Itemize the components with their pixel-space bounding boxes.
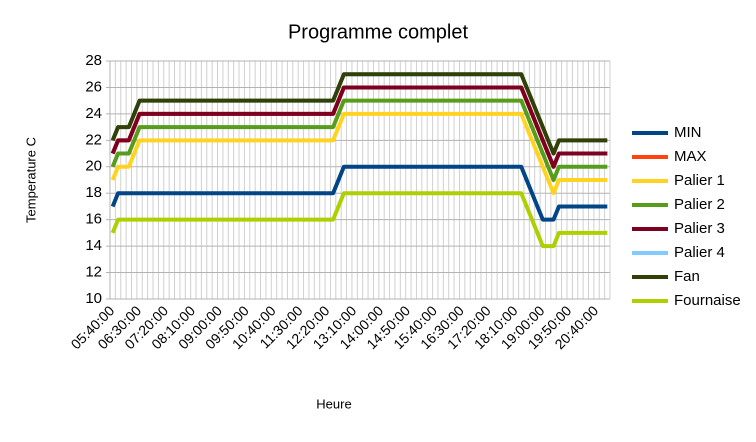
y-tick-label: 28 <box>85 52 102 69</box>
series-line <box>110 164 608 222</box>
legend-label: Palier 2 <box>674 196 725 213</box>
y-axis-label: Temperature C <box>23 137 38 223</box>
y-tick-label: 12 <box>85 264 102 281</box>
y-tick-label: 22 <box>85 131 102 148</box>
legend-label: MAX <box>674 148 707 165</box>
y-tick-label: 16 <box>85 211 102 228</box>
legend-label: MIN <box>674 124 702 141</box>
series-line <box>110 98 608 182</box>
legend-label: Fournaise <box>674 292 741 309</box>
y-tick-label: 24 <box>85 105 102 122</box>
x-axis-label: Heure <box>316 396 351 411</box>
y-tick-label: 18 <box>85 184 102 201</box>
legend-label: Fan <box>674 268 700 285</box>
y-tick-label: 26 <box>85 78 102 95</box>
chart-title: Programme complet <box>288 21 469 43</box>
series-line <box>110 72 608 156</box>
series-line <box>110 111 608 196</box>
legend-label: Palier 4 <box>674 244 725 261</box>
y-tick-label: 10 <box>85 290 102 307</box>
legend-label: Palier 1 <box>674 172 725 189</box>
series-line <box>110 85 608 169</box>
y-tick-label: 20 <box>85 158 102 175</box>
series-line <box>110 191 608 249</box>
y-tick-label: 14 <box>85 237 102 254</box>
legend-label: Palier 3 <box>674 220 725 237</box>
